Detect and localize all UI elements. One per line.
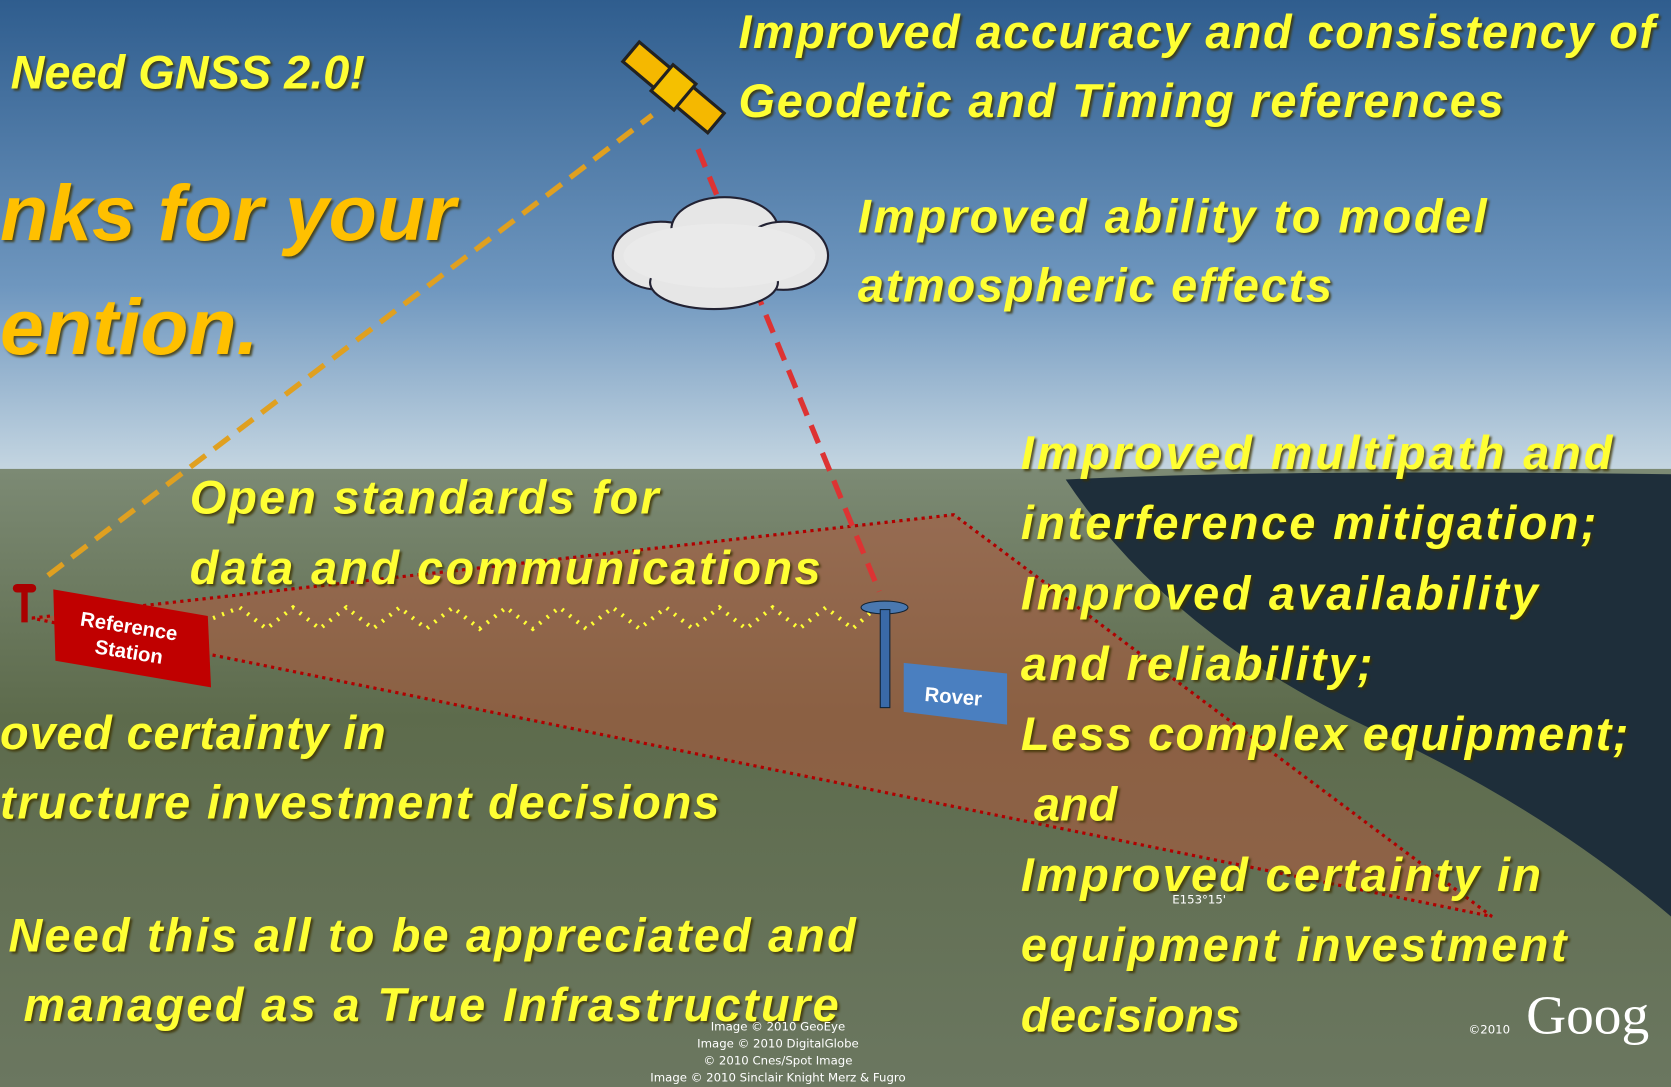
- slide-title: Need GNSS 2.0!: [11, 46, 365, 98]
- callout-line: Improved accuracy and consistency of: [739, 6, 1660, 58]
- cloud-fill: [623, 224, 815, 288]
- credit: © 2010 Cnes/Spot Image: [703, 1054, 852, 1068]
- callout-line: atmospheric effects: [858, 260, 1332, 312]
- callout-line: and reliability;: [1021, 638, 1373, 690]
- thanks-text: ention.: [0, 283, 258, 371]
- page: Reference Station Rover Need GNSS 2.0! n…: [0, 0, 1671, 1087]
- credit: Image © 2010 DigitalGlobe: [697, 1037, 859, 1051]
- credit: Image © 2010 GeoEye: [711, 1020, 845, 1034]
- callout-line: interference mitigation;: [1021, 497, 1596, 549]
- logo: Goog: [1526, 985, 1649, 1046]
- reference-pole: [21, 593, 27, 623]
- logo-year: ©2010: [1469, 1023, 1511, 1037]
- callout-line: Geodetic and Timing references: [739, 75, 1504, 127]
- rover-pole: [880, 610, 890, 708]
- callout-line: oved certainty in: [0, 707, 386, 759]
- slide: Reference Station Rover Need GNSS 2.0! n…: [0, 0, 1671, 1087]
- callout-line: Less complex equipment;: [1021, 708, 1628, 760]
- coordinate: E153°15': [1172, 893, 1226, 907]
- callout-line: Improved ability to model: [858, 190, 1488, 242]
- credit: Image © 2010 Sinclair Knight Merz & Fugr…: [650, 1071, 905, 1085]
- callout-line: tructure investment decisions: [0, 776, 719, 828]
- callout-line: Improved availability: [1021, 568, 1541, 620]
- callout-line: data and communications: [190, 542, 821, 594]
- reference-pole-top: [13, 584, 36, 593]
- callout-line: Improved multipath and: [1021, 427, 1614, 479]
- callout-line: and: [1021, 779, 1119, 831]
- callout-line: Improved certainty in: [1021, 849, 1541, 901]
- callout-line: decisions: [1021, 990, 1241, 1042]
- callout-line: Need this all to be appreciated and: [9, 910, 858, 962]
- thanks-text: nks for your: [0, 169, 460, 257]
